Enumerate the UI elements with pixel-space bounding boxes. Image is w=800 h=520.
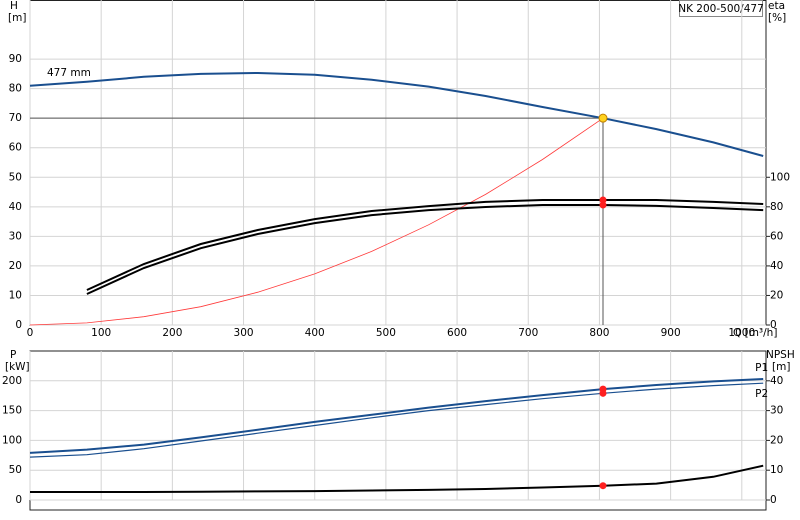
series-label: 477 mm — [47, 67, 91, 79]
y-axis-label: H — [10, 0, 18, 12]
chart-title: NK 200-500/477 — [678, 3, 764, 15]
y2-tick-label: 10 — [770, 464, 783, 476]
x-axis-label: Q [m³/h] — [733, 327, 777, 339]
y-tick-label: 20 — [9, 260, 22, 272]
y-tick-label: 0 — [15, 319, 22, 331]
x-tick-label: 500 — [376, 327, 396, 339]
y-tick-label: 50 — [9, 171, 22, 183]
y2-tick-label: 40 — [770, 375, 783, 387]
y2-tick-label: 40 — [770, 260, 783, 272]
y-tick-label: 90 — [9, 53, 22, 65]
x-tick-label: 900 — [661, 327, 681, 339]
curve — [30, 464, 764, 493]
y-tick-label: 100 — [2, 434, 22, 446]
curve — [86, 204, 764, 295]
operating-marker — [599, 196, 607, 204]
duty-point — [598, 113, 608, 123]
y-tick-label: 200 — [2, 375, 22, 387]
y2-tick-label: 80 — [770, 201, 783, 213]
curve — [86, 199, 764, 291]
legend-label: P1 — [755, 362, 768, 374]
y-axis-unit: [m] — [8, 12, 26, 24]
y-tick-label: 10 — [9, 289, 22, 301]
y2-tick-label: 60 — [770, 230, 783, 242]
y-tick-label: 0 — [15, 494, 22, 506]
y2-tick-label: 20 — [770, 289, 783, 301]
y2-tick-label: 0 — [770, 494, 777, 506]
y-tick-label: 60 — [9, 142, 22, 154]
y-axis-label: P — [10, 349, 16, 361]
top-plot-frame — [29, 0, 767, 326]
y-tick-label: 80 — [9, 83, 22, 95]
x-tick-label: 600 — [447, 327, 467, 339]
y2-axis-label: eta — [768, 0, 785, 12]
curve — [29, 382, 764, 458]
y2-axis-unit: [%] — [768, 12, 786, 24]
x-tick-label: 100 — [91, 327, 111, 339]
operating-marker — [599, 201, 607, 209]
operating-marker — [599, 389, 607, 397]
y2-tick-label: 100 — [770, 171, 790, 183]
x-tick-label: 400 — [305, 327, 325, 339]
y-tick-label: 30 — [9, 230, 22, 242]
x-tick-label: 300 — [234, 327, 254, 339]
x-tick-label: 200 — [162, 327, 182, 339]
y2-tick-label: 0 — [770, 319, 777, 331]
y2-tick-label: 30 — [770, 405, 783, 417]
x-tick-label: 700 — [518, 327, 538, 339]
y2-axis-label: NPSH — [766, 349, 795, 361]
y-tick-label: 70 — [9, 112, 22, 124]
legend-label: P2 — [755, 388, 768, 400]
x-tick-label: 0 — [27, 327, 34, 339]
operating-marker — [599, 482, 607, 490]
y2-axis-unit: [m] — [772, 361, 790, 373]
y-tick-label: 40 — [9, 201, 22, 213]
curve — [29, 71, 764, 157]
y-tick-label: 150 — [2, 405, 22, 417]
y-tick-label: 50 — [9, 464, 22, 476]
x-tick-label: 800 — [589, 327, 609, 339]
x-tick-label: 1000 — [728, 327, 755, 339]
y2-tick-label: 20 — [770, 434, 783, 446]
curve — [29, 378, 764, 454]
bottom-plot-frame — [29, 350, 767, 511]
curve — [29, 117, 604, 326]
y-axis-unit: [kW] — [5, 361, 30, 373]
